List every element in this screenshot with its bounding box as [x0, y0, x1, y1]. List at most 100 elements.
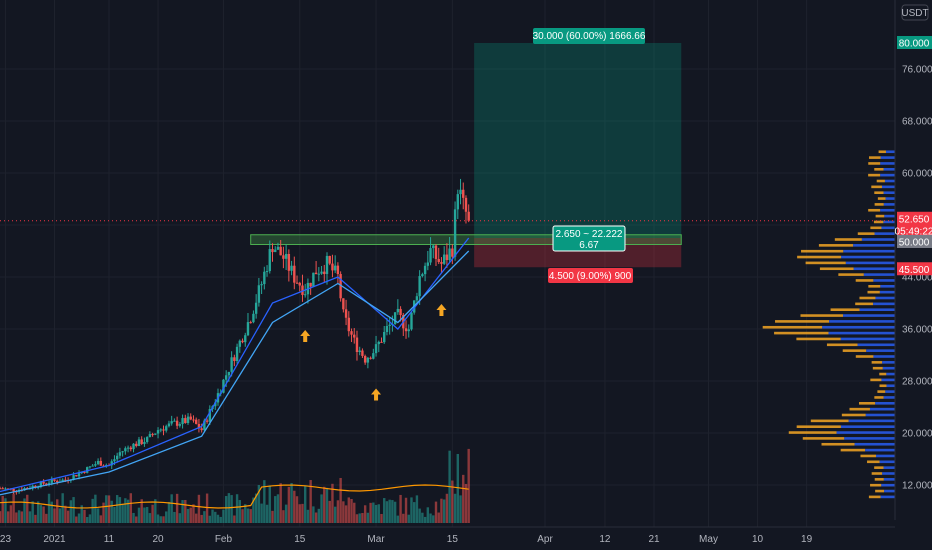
candle-body [189, 416, 192, 420]
volume-bar [459, 495, 462, 523]
candle-body [309, 282, 312, 287]
time-axis[interactable]: 23 2021 11 20 Feb 15 Mar 15 Apr 12 21 May 10 19 [0, 534, 813, 545]
candle-body [323, 271, 326, 275]
vp-row-up [801, 249, 844, 253]
candle-body [325, 255, 329, 275]
vp-row-down [882, 472, 895, 475]
vp-row-up [802, 437, 845, 440]
volume-bar [66, 510, 70, 523]
vp-row-up [834, 238, 862, 241]
volume-bar [388, 499, 391, 523]
vp-row-down [873, 355, 895, 358]
candle-body [385, 326, 389, 332]
volume-bar [9, 505, 13, 523]
volume-bar [36, 501, 40, 523]
volume-bar [445, 493, 449, 523]
candle-body [459, 189, 462, 195]
candle-body [159, 429, 162, 431]
volume-bar [132, 512, 135, 523]
price-tag: 05:49:22 [895, 223, 932, 237]
ma_slow-line [0, 250, 470, 496]
candle-body [192, 419, 195, 421]
vp-row-up [874, 466, 884, 469]
volume-bar [355, 514, 359, 523]
time-tick: 2021 [43, 534, 66, 545]
position-tool[interactable] [474, 43, 682, 268]
volume-bar [137, 507, 141, 523]
vp-row-down [886, 384, 895, 388]
candle-body [56, 480, 59, 483]
volume-bar [410, 497, 413, 523]
volume-bar [113, 507, 116, 523]
volume-bar [347, 497, 350, 523]
volume-bar [393, 501, 397, 523]
candle-body [410, 312, 413, 330]
volume-bar [216, 514, 220, 523]
svg-text:45.500: 45.500 [899, 265, 930, 276]
vp-row-up [879, 384, 887, 388]
volume-bar [306, 509, 310, 523]
volume-bar [107, 495, 111, 523]
vp-row-down [880, 173, 895, 177]
candle-body [271, 249, 274, 253]
candle-body [295, 282, 299, 284]
volume-bar [284, 504, 288, 523]
volume-ma-line [0, 484, 469, 509]
stop-label: 4.500 (9.00%) 900 [548, 268, 633, 283]
svg-text:6.67: 6.67 [579, 240, 599, 251]
vp-row-down [883, 191, 895, 194]
candle-body [396, 308, 400, 313]
time-tick: 10 [752, 534, 764, 545]
volume-bar [91, 498, 94, 523]
vp-row-down [881, 185, 895, 189]
candle-body [197, 423, 201, 429]
candle-body [235, 346, 239, 361]
volume-bar [69, 500, 73, 523]
candle-body [298, 282, 301, 286]
volume-bar [254, 493, 258, 523]
svg-text:52.650: 52.650 [899, 214, 930, 225]
volume-bar [336, 500, 340, 523]
volume-bar [374, 504, 378, 523]
vp-row-down [880, 162, 895, 165]
candle-body [47, 482, 51, 484]
candle-body [50, 479, 53, 483]
vp-row-down [869, 407, 895, 411]
volume-bar [39, 505, 43, 523]
candle-body [284, 253, 288, 259]
candle-body [72, 475, 75, 480]
candle-body [328, 255, 331, 264]
vp-row-up [796, 337, 841, 341]
volume-bar [344, 505, 348, 523]
candle-body [53, 479, 56, 481]
volume-bar [94, 494, 97, 523]
volume-bar [331, 483, 334, 523]
candle-body [181, 418, 184, 425]
arrow-up-icon [300, 330, 311, 342]
candle-body [333, 265, 337, 271]
candle-body [165, 426, 168, 431]
volume-bar [380, 514, 383, 523]
volume-bar [314, 512, 318, 523]
profit-zone[interactable] [474, 43, 682, 238]
vp-row-up [810, 419, 849, 423]
vp-row-up [841, 413, 866, 417]
volume-bar [279, 483, 282, 523]
volume-bar [399, 494, 402, 523]
candle-body [282, 255, 285, 259]
price-tag: 80.000 [897, 36, 932, 50]
svg-text:USDT: USDT [901, 8, 928, 19]
candle-body [31, 485, 34, 489]
volume-bar [126, 499, 130, 523]
volume-bar [105, 495, 108, 523]
candle-body [369, 357, 372, 359]
currency-badge[interactable]: USDT [901, 4, 929, 21]
vp-row-up [879, 372, 887, 376]
support-zone[interactable] [250, 234, 682, 245]
candle-body [244, 335, 247, 343]
volume-bar [86, 516, 89, 523]
svg-text:80.000: 80.000 [899, 39, 930, 50]
